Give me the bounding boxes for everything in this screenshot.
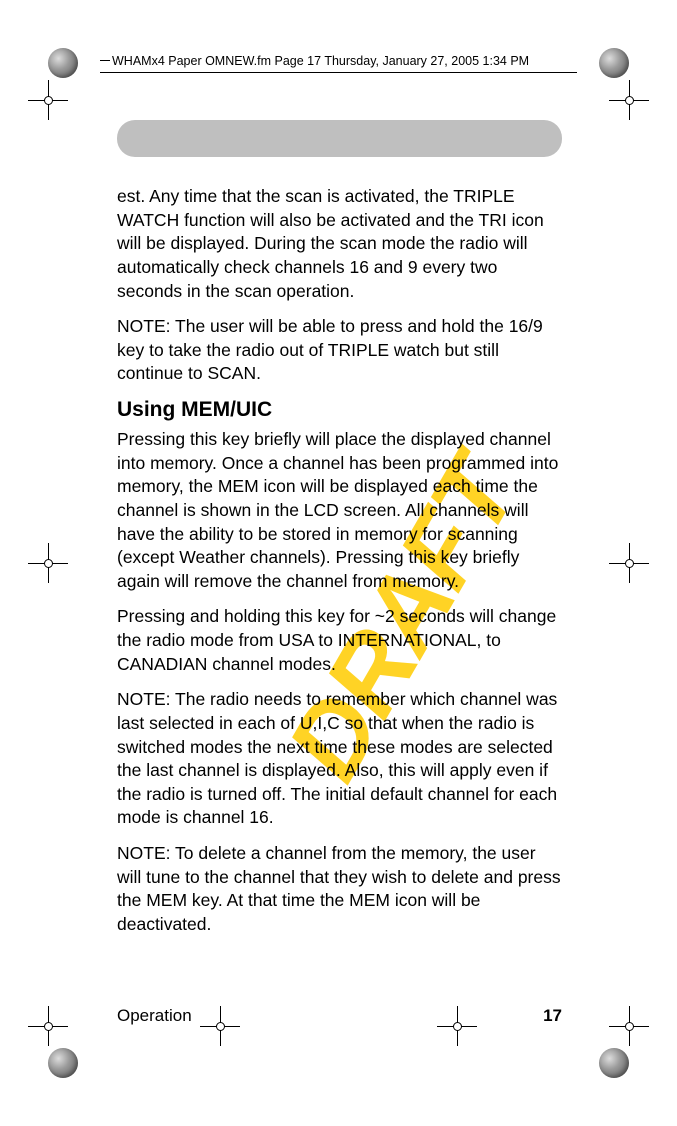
section-header-bar — [117, 120, 562, 157]
corner-ornament-tr — [599, 48, 629, 78]
crop-mark — [28, 1006, 68, 1046]
running-head: WHAMx4 Paper OMNEW.fm Page 17 Thursday, … — [110, 54, 577, 68]
body-paragraph: NOTE: To delete a channel from the memor… — [117, 842, 562, 937]
body-paragraph: NOTE: The user will be able to press and… — [117, 315, 562, 386]
section-heading: Using MEM/UIC — [117, 398, 562, 422]
crop-mark — [609, 543, 649, 583]
corner-ornament-tl — [48, 48, 78, 78]
body-paragraph: est. Any time that the scan is activated… — [117, 185, 562, 303]
body-paragraph: Pressing and holding this key for ~2 sec… — [117, 605, 562, 676]
corner-ornament-br — [599, 1048, 629, 1078]
crop-mark — [609, 1006, 649, 1046]
footer-page-number: 17 — [543, 1006, 562, 1026]
body-paragraph: NOTE: The radio needs to remember which … — [117, 688, 562, 830]
crop-mark — [28, 543, 68, 583]
crop-mark — [28, 80, 68, 120]
corner-ornament-bl — [48, 1048, 78, 1078]
body-paragraph: Pressing this key briefly will place the… — [117, 428, 562, 593]
page-content: est. Any time that the scan is activated… — [117, 120, 562, 937]
crop-mark — [609, 80, 649, 120]
page-footer: Operation 17 — [117, 1006, 562, 1026]
header-rule-bottom — [100, 72, 577, 73]
footer-section-name: Operation — [117, 1006, 192, 1026]
